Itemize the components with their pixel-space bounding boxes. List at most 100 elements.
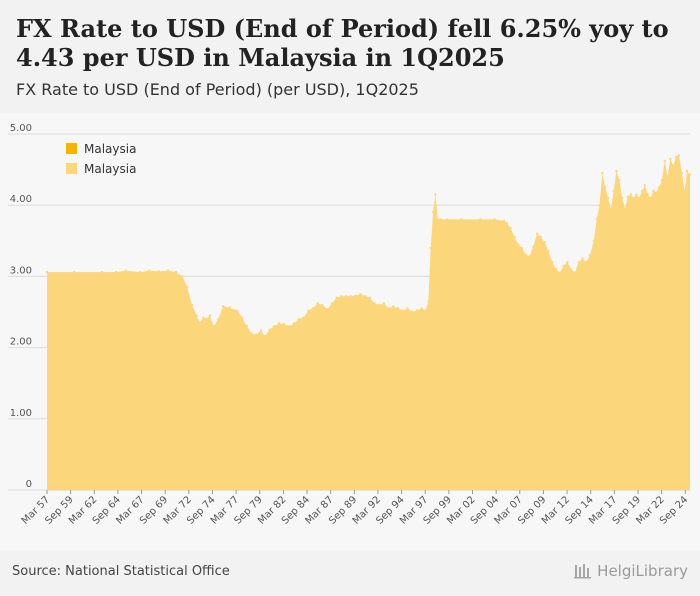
- data-point[interactable]: [569, 268, 573, 271]
- data-point[interactable]: [683, 189, 686, 193]
- data-point[interactable]: [439, 218, 442, 221]
- data-point[interactable]: [292, 322, 296, 325]
- data-point[interactable]: [174, 270, 178, 274]
- data-point[interactable]: [204, 317, 208, 321]
- data-point[interactable]: [632, 196, 635, 200]
- data-point[interactable]: [212, 325, 215, 328]
- data-point[interactable]: [202, 316, 205, 319]
- data-point[interactable]: [311, 307, 315, 310]
- data-point[interactable]: [513, 236, 516, 239]
- data-point[interactable]: [382, 302, 386, 305]
- data-point[interactable]: [646, 193, 649, 196]
- data-point[interactable]: [595, 218, 598, 221]
- data-point[interactable]: [392, 305, 395, 308]
- data-point[interactable]: [268, 328, 271, 331]
- data-point[interactable]: [517, 243, 520, 246]
- data-point[interactable]: [326, 308, 329, 311]
- data-point[interactable]: [288, 325, 291, 328]
- data-point[interactable]: [674, 155, 678, 158]
- data-point[interactable]: [401, 309, 404, 312]
- data-point[interactable]: [436, 218, 439, 221]
- data-point[interactable]: [539, 236, 543, 239]
- data-point[interactable]: [378, 303, 381, 307]
- data-point[interactable]: [551, 261, 554, 264]
- data-point[interactable]: [585, 261, 588, 264]
- data-point[interactable]: [263, 335, 266, 338]
- data-point[interactable]: [640, 189, 644, 193]
- data-point[interactable]: [198, 321, 201, 324]
- data-point[interactable]: [509, 226, 512, 230]
- data-point[interactable]: [460, 218, 463, 221]
- data-point[interactable]: [524, 253, 527, 257]
- data-point[interactable]: [245, 325, 248, 328]
- data-point[interactable]: [208, 314, 212, 317]
- data-point[interactable]: [592, 239, 595, 242]
- data-point[interactable]: [387, 307, 390, 310]
- data-point[interactable]: [588, 253, 592, 257]
- data-point[interactable]: [598, 204, 601, 207]
- data-point[interactable]: [427, 300, 430, 303]
- data-point[interactable]: [685, 169, 689, 173]
- data-point[interactable]: [429, 246, 432, 250]
- data-point[interactable]: [505, 221, 508, 225]
- data-point[interactable]: [520, 246, 524, 250]
- data-point[interactable]: [236, 309, 239, 312]
- data-point[interactable]: [100, 270, 104, 274]
- data-point[interactable]: [554, 268, 558, 271]
- data-point[interactable]: [396, 307, 400, 310]
- data-point[interactable]: [666, 175, 669, 178]
- data-point[interactable]: [612, 189, 615, 193]
- data-point[interactable]: [528, 255, 531, 258]
- data-point[interactable]: [302, 316, 305, 319]
- data-point[interactable]: [601, 172, 604, 175]
- data-point[interactable]: [373, 302, 376, 305]
- data-point[interactable]: [643, 184, 647, 187]
- data-point[interactable]: [479, 218, 482, 221]
- data-point[interactable]: [493, 218, 496, 221]
- data-point[interactable]: [45, 270, 49, 274]
- series-area-0[interactable]: [47, 155, 690, 490]
- data-point[interactable]: [652, 189, 655, 193]
- data-point[interactable]: [330, 302, 334, 305]
- data-point[interactable]: [680, 172, 683, 175]
- data-point[interactable]: [446, 218, 449, 221]
- data-point[interactable]: [424, 309, 427, 312]
- data-point[interactable]: [344, 295, 348, 298]
- data-point[interactable]: [577, 261, 580, 264]
- data-point[interactable]: [335, 296, 338, 299]
- data-point[interactable]: [618, 179, 621, 182]
- data-point[interactable]: [259, 329, 263, 332]
- data-point[interactable]: [124, 269, 128, 272]
- data-point[interactable]: [502, 219, 506, 223]
- data-point[interactable]: [677, 154, 681, 157]
- data-point[interactable]: [340, 295, 343, 298]
- data-point[interactable]: [321, 303, 324, 307]
- data-point[interactable]: [562, 264, 565, 267]
- data-point[interactable]: [635, 193, 638, 196]
- data-point[interactable]: [411, 310, 414, 314]
- data-point[interactable]: [629, 193, 632, 196]
- data-point[interactable]: [167, 269, 170, 272]
- data-point[interactable]: [626, 195, 630, 198]
- data-point[interactable]: [138, 270, 142, 274]
- data-point[interactable]: [615, 169, 618, 173]
- data-point[interactable]: [72, 270, 76, 274]
- data-point[interactable]: [655, 191, 658, 194]
- data-point[interactable]: [250, 332, 253, 335]
- legend-label-primary[interactable]: Malaysia: [84, 142, 136, 156]
- data-point[interactable]: [307, 309, 310, 312]
- data-point[interactable]: [431, 211, 435, 214]
- data-point[interactable]: [535, 232, 539, 235]
- data-point[interactable]: [273, 325, 276, 328]
- data-point[interactable]: [415, 309, 419, 312]
- data-point[interactable]: [363, 295, 367, 298]
- legend-swatch-secondary[interactable]: [66, 163, 77, 174]
- data-point[interactable]: [672, 164, 675, 168]
- data-point[interactable]: [581, 257, 584, 260]
- data-point[interactable]: [316, 302, 319, 305]
- data-point[interactable]: [547, 250, 550, 253]
- data-point[interactable]: [186, 285, 189, 289]
- data-point[interactable]: [359, 293, 362, 296]
- data-point[interactable]: [657, 186, 661, 189]
- data-point[interactable]: [228, 306, 231, 309]
